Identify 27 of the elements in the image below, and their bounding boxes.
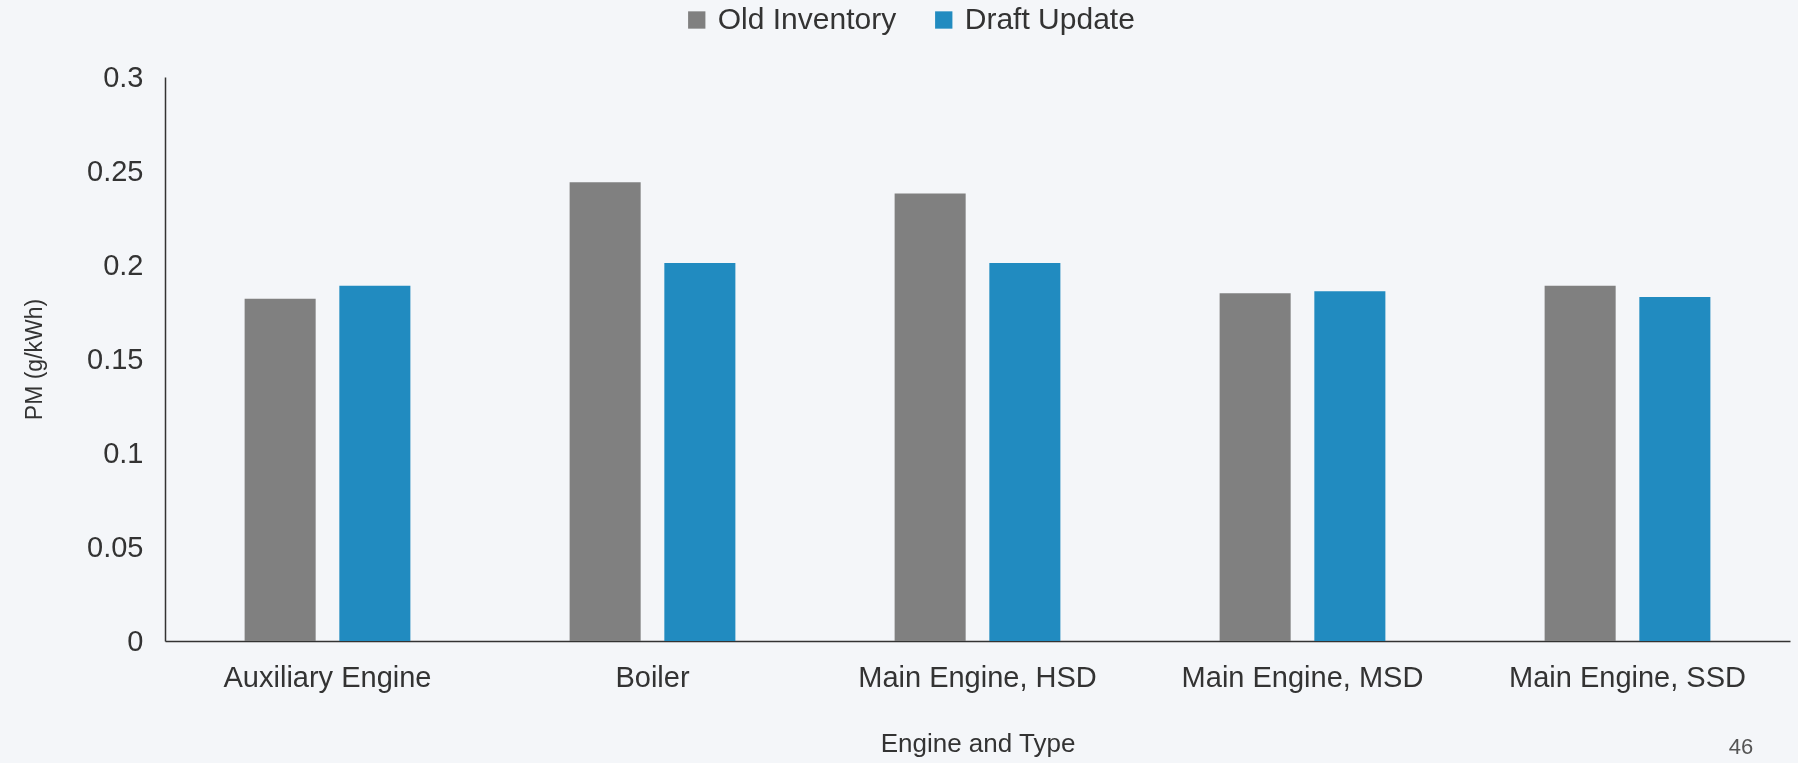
bar — [244, 298, 316, 641]
x-axis-title: Engine and Type — [880, 727, 1076, 758]
y-tick-label: 0 — [127, 624, 144, 657]
y-tick-label: 0.2 — [103, 248, 144, 281]
text: 46 — [1728, 734, 1754, 759]
bar — [1639, 296, 1711, 641]
bar — [1314, 291, 1386, 641]
bar — [894, 193, 966, 641]
bar — [1544, 285, 1616, 641]
y-tick-label: 0.1 — [103, 436, 144, 469]
bar — [569, 182, 641, 641]
legend-label: Old Inventory — [717, 2, 897, 35]
y-tick-label: 0.05 — [87, 530, 144, 563]
bar — [1219, 293, 1291, 641]
x-tick-label: Main Engine, HSD — [858, 660, 1097, 693]
legend-label: Draft Update — [964, 2, 1135, 35]
y-axis-title: PM (g/kWh) — [21, 298, 48, 421]
y-tick-label: 0.3 — [103, 60, 144, 93]
y-tick-label: 0.15 — [87, 342, 144, 375]
bar — [989, 263, 1061, 641]
bar — [664, 263, 736, 641]
x-tick-label: Main Engine, SSD — [1509, 660, 1746, 693]
x-tick-label: Auxiliary Engine — [223, 660, 432, 693]
y-tick-label: 0.25 — [87, 154, 144, 187]
x-tick-label: Main Engine, MSD — [1181, 660, 1424, 693]
bar — [339, 285, 411, 641]
x-tick-label: Boiler — [615, 660, 690, 693]
